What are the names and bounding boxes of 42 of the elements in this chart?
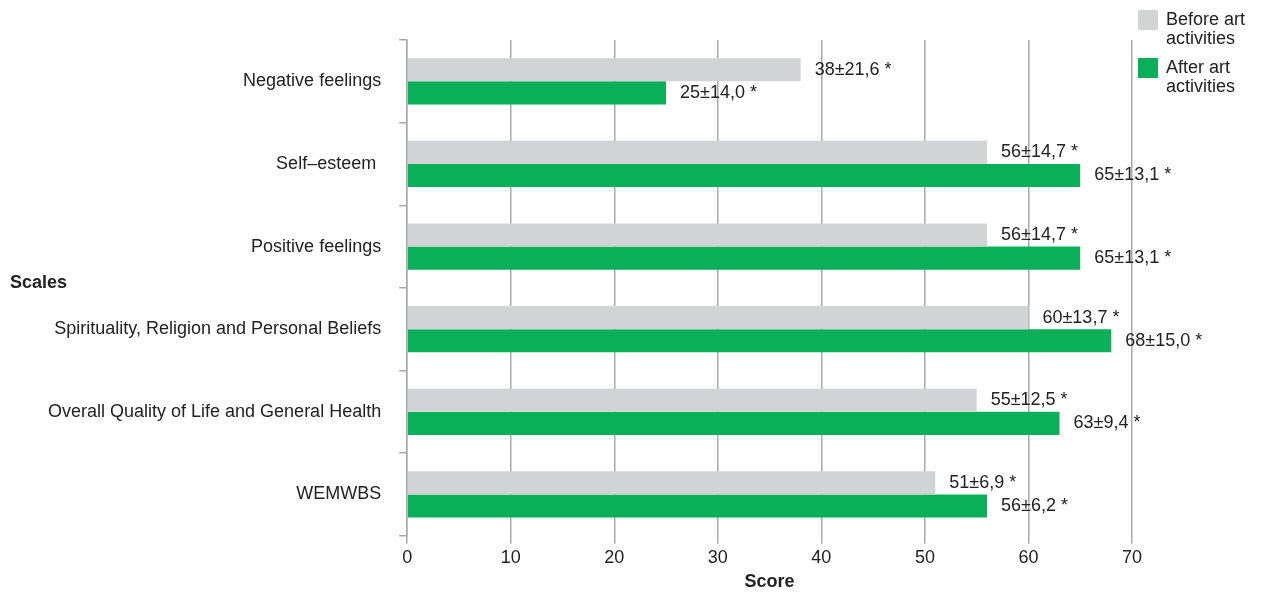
- data-label: 60±13,7 *: [1042, 306, 1120, 327]
- data-label: 56±14,7 *: [1001, 223, 1078, 244]
- data-label: 56±6,2 *: [1001, 495, 1068, 516]
- x-tick-label: 70: [1121, 546, 1143, 567]
- legend-label: After art activities: [1166, 57, 1237, 96]
- x-tick-label: 0: [402, 546, 413, 567]
- bar: [407, 329, 1112, 353]
- y-tick-label: Overall Quality of Life and General Health: [47, 400, 382, 421]
- data-label: 51±6,9 *: [949, 471, 1017, 492]
- bar: [407, 223, 988, 247]
- x-tick-label: 40: [811, 546, 832, 567]
- x-axis-title: Score: [744, 571, 795, 592]
- data-label: 65±13,1 *: [1094, 164, 1172, 185]
- y-tick-label: Spirituality, Religion and Personal Beliefs: [54, 318, 382, 339]
- data-label: 55±12,5 *: [990, 389, 1068, 410]
- data-label: 65±13,1 *: [1094, 247, 1172, 268]
- bar: [407, 140, 988, 164]
- x-tick-label: 50: [914, 546, 935, 567]
- bar: [407, 81, 667, 105]
- y-tick-label: WEMWBS: [296, 483, 382, 504]
- x-tick-label: 10: [500, 546, 521, 567]
- data-label: 38±21,6 *: [814, 58, 892, 79]
- data-label: 25±14,0 *: [680, 81, 757, 102]
- legend-label: Before art activities: [1166, 9, 1247, 48]
- bar: [407, 411, 1060, 435]
- bar: [407, 388, 977, 412]
- y-tick-label: Self–esteem: [276, 152, 382, 173]
- bar: [407, 494, 988, 518]
- bar: [407, 58, 801, 82]
- data-label: 68±15,0 *: [1125, 329, 1203, 350]
- data-label: 56±14,7 *: [1001, 141, 1078, 162]
- bar: [407, 163, 1081, 188]
- y-tick-label: Negative feelings: [243, 70, 382, 91]
- y-tick-label: Positive feelings: [251, 235, 382, 256]
- bar: [407, 246, 1081, 270]
- bar: [407, 306, 1029, 330]
- x-tick-label: 30: [707, 546, 728, 567]
- data-label: 63±9,4 *: [1073, 412, 1141, 433]
- bar: [407, 471, 936, 495]
- x-tick-label: 60: [1018, 546, 1039, 567]
- x-tick-label: 20: [604, 546, 625, 567]
- y-axis-title: Scales: [10, 272, 68, 293]
